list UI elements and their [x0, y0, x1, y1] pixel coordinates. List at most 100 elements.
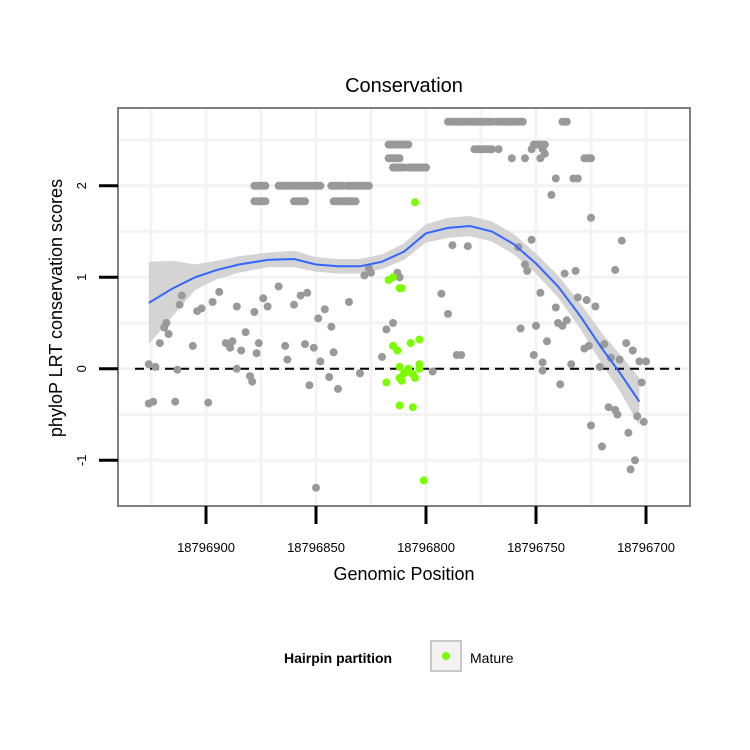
data-point [562, 117, 571, 126]
data-point [494, 145, 503, 154]
data-point-mature [406, 339, 415, 348]
data-point [301, 340, 309, 349]
data-point [314, 314, 323, 323]
data-point [560, 269, 569, 278]
data-point [382, 325, 391, 334]
data-point [637, 378, 646, 387]
x-axis-title: Genomic Position [333, 564, 474, 584]
data-point [261, 197, 270, 206]
data-point [536, 288, 545, 297]
y-tick-label: 1 [74, 274, 89, 281]
data-point [316, 357, 325, 366]
smooth-trend-line [148, 224, 641, 403]
data-point [274, 282, 283, 291]
data-point [633, 412, 642, 421]
data-point-mature [415, 335, 424, 344]
data-point-mature [419, 476, 428, 485]
x-tick-label: 18796700 [617, 540, 675, 555]
data-point [327, 322, 336, 331]
data-point [507, 154, 516, 163]
data-point [556, 380, 565, 389]
data-point [437, 289, 446, 298]
data-point [626, 465, 635, 474]
data-point [523, 266, 532, 275]
data-point [237, 346, 246, 355]
data-point [389, 319, 397, 327]
x-tick-label: 18796800 [397, 540, 455, 555]
data-point [582, 296, 591, 305]
legend-title: Hairpin partition [284, 650, 392, 666]
data-point-mature [415, 364, 424, 373]
data-point [248, 377, 257, 386]
data-point [527, 235, 536, 244]
data-point [241, 328, 250, 337]
data-point [351, 197, 360, 206]
data-point [488, 145, 496, 154]
data-point [567, 360, 576, 369]
data-point [628, 346, 637, 355]
data-point [639, 417, 648, 426]
data-point [261, 181, 270, 190]
data-point [144, 360, 153, 369]
data-point [173, 365, 182, 374]
data-point [551, 303, 560, 312]
data-point [538, 366, 547, 375]
data-point [281, 341, 290, 350]
data-point [334, 384, 342, 393]
data-point [547, 190, 556, 199]
data-point [325, 373, 334, 381]
data-point [250, 308, 259, 316]
data-point [155, 339, 164, 348]
data-point [226, 343, 235, 352]
data-point [188, 341, 197, 350]
data-point [312, 483, 320, 492]
data-point [463, 242, 472, 251]
data-point-mature [395, 373, 404, 382]
data-point [551, 174, 560, 183]
data-point [422, 163, 430, 172]
data-point [320, 305, 329, 314]
y-tick-label: 0 [74, 365, 89, 372]
data-point [329, 348, 338, 357]
data-point [254, 339, 263, 348]
data-point [428, 367, 437, 376]
data-point [395, 273, 404, 282]
data-point [587, 421, 595, 430]
y-tick-label: -1 [74, 454, 89, 466]
data-point [617, 236, 626, 245]
data-point [360, 271, 369, 280]
data-point [149, 397, 158, 406]
data-point [228, 337, 237, 346]
x-tick-label: 18796750 [507, 540, 565, 555]
chart-title: Conservation [345, 75, 463, 97]
x-tick-label: 18796850 [287, 540, 345, 555]
data-point [631, 456, 639, 465]
data-point [611, 265, 620, 274]
data-point [378, 352, 386, 361]
data-point [587, 213, 595, 222]
x-tick-label: 18796900 [177, 540, 235, 555]
data-point [252, 349, 261, 358]
data-point [584, 341, 593, 350]
data-point [208, 298, 217, 306]
data-point [356, 369, 364, 378]
data-point [151, 362, 160, 371]
data-point [290, 300, 298, 309]
data-point [521, 260, 529, 269]
data-point [395, 154, 404, 163]
y-tick-label: 2 [74, 182, 89, 189]
data-point [215, 287, 224, 296]
data-point [345, 298, 353, 306]
data-point [613, 410, 622, 419]
data-point [164, 330, 173, 338]
data-point [606, 353, 615, 362]
data-point [598, 442, 606, 451]
data-point-mature [411, 373, 419, 382]
data-point [635, 357, 644, 366]
data-point [177, 291, 186, 300]
data-point [595, 362, 604, 371]
data-point [604, 403, 613, 412]
data-point [543, 337, 551, 346]
data-point-mature [384, 276, 393, 284]
